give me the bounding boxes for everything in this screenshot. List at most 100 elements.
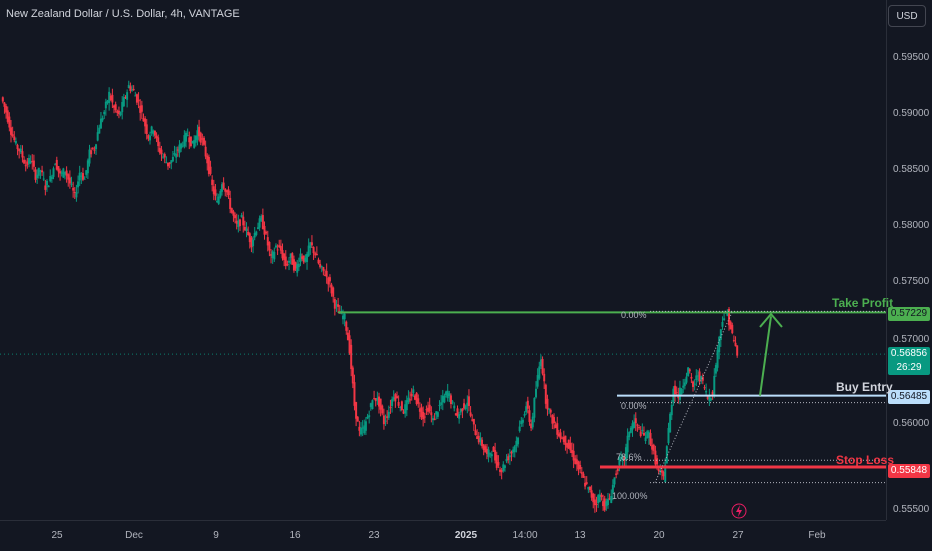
candle-body (646, 431, 649, 438)
candle-body (575, 459, 578, 465)
stop-loss-label[interactable]: Stop Loss (836, 453, 895, 467)
candle-body (485, 448, 488, 454)
candle-body (332, 287, 335, 297)
candle-body (723, 318, 726, 320)
symbol-title[interactable]: New Zealand Dollar / U.S. Dollar, 4h, VA… (6, 8, 240, 20)
candle-body (651, 444, 654, 450)
candle-body (680, 388, 683, 395)
candle-body (453, 405, 456, 409)
candle-body (458, 414, 461, 419)
take-profit-label[interactable]: Take Profit (832, 296, 894, 310)
candle-body (602, 501, 605, 507)
candle-body (562, 436, 565, 442)
candle-body (126, 92, 129, 100)
candle-body (598, 494, 601, 502)
candle-body (719, 329, 722, 341)
chart-area[interactable] (0, 0, 886, 520)
candle-body (417, 398, 420, 404)
time-tick: Dec (125, 530, 143, 541)
candle-body (675, 392, 678, 394)
buy-entry-label[interactable]: Buy Entry (836, 380, 893, 394)
price-chart[interactable] (0, 0, 886, 520)
candle-body (476, 436, 479, 440)
candle-body (443, 395, 446, 403)
candle-body (570, 450, 573, 454)
candle-body (86, 160, 89, 174)
candle-body (705, 390, 708, 393)
time-tick: Feb (808, 530, 826, 541)
candle-body (678, 387, 681, 400)
candle-body (44, 185, 47, 190)
candle-body (360, 427, 363, 435)
price-tick: 0.58500 (893, 164, 930, 175)
candle-body (543, 373, 546, 382)
candle-body (377, 396, 380, 407)
candle-body (548, 408, 551, 410)
fib-label: 78.6% (616, 452, 642, 462)
candle-body (696, 375, 699, 377)
candle-body (690, 376, 693, 379)
candle-body (549, 409, 552, 413)
candle-body (701, 377, 704, 381)
price-tick: 0.59500 (893, 52, 930, 63)
candle-body (266, 237, 269, 246)
candle-body (608, 498, 611, 500)
time-tick: 25 (51, 530, 63, 541)
candle-body (139, 105, 142, 113)
candle-body (384, 420, 387, 422)
candle-body (695, 375, 698, 381)
candle-body (185, 132, 187, 142)
candle-body (422, 411, 425, 420)
candle-body (513, 446, 516, 453)
candle-body (127, 84, 130, 89)
candle-body (585, 482, 588, 484)
candle-body (477, 435, 480, 443)
candle-body (96, 132, 99, 141)
candle-body (238, 219, 241, 226)
candle-body (579, 464, 582, 470)
candle-body (721, 321, 724, 327)
lightning-icon (736, 505, 742, 517)
candle-body (670, 404, 673, 416)
candle-body (539, 359, 542, 367)
candle-body (345, 321, 348, 331)
candle-body (623, 456, 626, 461)
candle-body (446, 390, 449, 399)
candle-body (191, 140, 194, 144)
candle-body (567, 439, 570, 449)
take-profit-price-badge: 0.57229 (888, 307, 930, 321)
candle-body (629, 427, 632, 433)
candle-body (165, 162, 168, 164)
time-scale[interactable]: 25 Dec 9 16 23 2025 14:00 13 20 27 Feb (0, 520, 886, 551)
candle-body (520, 420, 523, 425)
candle-body (706, 395, 709, 399)
currency-button[interactable]: USD (888, 5, 926, 27)
candle-body (441, 395, 444, 403)
candle-body (518, 426, 521, 432)
candle-body (402, 411, 405, 414)
candle-body (207, 157, 210, 175)
time-tick: 16 (289, 530, 301, 541)
candle-body (569, 442, 572, 451)
candle-body (515, 440, 518, 447)
candle-body (615, 473, 618, 475)
candle-body (561, 438, 564, 440)
candle-body (415, 392, 418, 405)
candle-body (274, 245, 277, 248)
candle-body (427, 407, 430, 412)
target-arrow-head (759, 313, 783, 328)
target-arrow-shaft (759, 316, 772, 396)
candle-body (593, 499, 596, 506)
candle-body (106, 100, 109, 104)
candle-body (456, 408, 459, 417)
candle-body (234, 215, 237, 219)
candle-body (134, 95, 137, 97)
candle-body (346, 332, 349, 341)
price-scale[interactable]: 0.59500 0.59000 0.58500 0.58000 0.57500 … (886, 0, 932, 520)
candle-body (399, 407, 402, 409)
candle-body (60, 172, 63, 174)
candle-body (445, 391, 448, 396)
candle-body (47, 185, 50, 188)
candle-body (449, 395, 452, 404)
candle-body (54, 164, 57, 166)
